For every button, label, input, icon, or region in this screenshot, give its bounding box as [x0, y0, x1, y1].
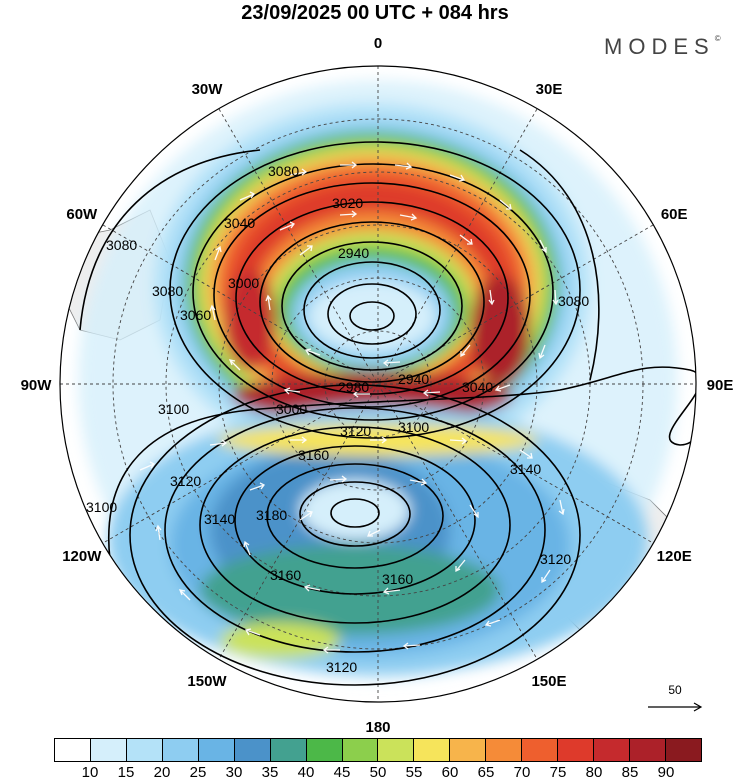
- lat-lon-grid: [60, 66, 696, 702]
- colorbar-label: 55: [405, 764, 423, 781]
- longitude-label: 90W: [21, 377, 53, 394]
- contour-label: 3000: [276, 401, 307, 417]
- modes-logo: MODES©: [604, 34, 721, 60]
- colorbar-label: 40: [297, 764, 315, 781]
- longitude-label: 60E: [661, 206, 688, 223]
- colorbar-swatch: [665, 739, 701, 761]
- longitude-label: 90E: [707, 377, 734, 394]
- colorbar-swatch: [270, 739, 307, 761]
- colorbar-label: 75: [549, 764, 567, 781]
- contour-label: 3080: [152, 283, 183, 299]
- longitude-label: 150W: [187, 673, 227, 690]
- logo-text: MODES: [604, 34, 715, 59]
- colorbar-label: 45: [333, 764, 351, 781]
- longitude-label: 30W: [192, 81, 224, 98]
- contour-label: 3140: [510, 461, 541, 477]
- contour-label: 3140: [204, 511, 235, 527]
- longitude-labels: 0 30E 60E 90E 120E 150E 180 150W 120W 90W 60W 30W: [21, 35, 734, 735]
- colorbar-label: 60: [441, 764, 459, 781]
- contour-label: 3080: [106, 237, 137, 253]
- contour-label: 3120: [170, 473, 201, 489]
- contour-label: 3000: [228, 275, 259, 291]
- colorbar-label: 25: [189, 764, 207, 781]
- colorbar-swatch: [234, 739, 271, 761]
- contour-label: 2940: [398, 371, 429, 387]
- contour-label: 3160: [270, 567, 301, 583]
- colorbar-label: 70: [513, 764, 531, 781]
- map-boundary: [59, 65, 697, 703]
- contour-label: 3020: [332, 195, 363, 211]
- longitude-label: 30E: [536, 81, 563, 98]
- wind-vectors: [139, 161, 565, 654]
- logo-mark: ©: [714, 34, 721, 43]
- colorbar-swatch: [558, 739, 595, 761]
- colorbar-swatch: [450, 739, 487, 761]
- colorbar-label: 50: [369, 764, 387, 781]
- colorbar-label: 85: [621, 764, 639, 781]
- contour-labels: 3080 3040 3020 2940 3000 2980 2940 3040 …: [86, 163, 589, 675]
- colorbar-label: 15: [117, 764, 135, 781]
- colorbar-label: 65: [477, 764, 495, 781]
- colorbar-swatch: [522, 739, 559, 761]
- colorbar-label: 90: [657, 764, 675, 781]
- colorbar-swatch: [594, 739, 630, 761]
- contour-label: 3100: [398, 419, 429, 435]
- colorbar-swatch: [126, 739, 163, 761]
- contour-label: 3120: [340, 423, 371, 439]
- polar-map: 3080 3040 3020 2940 3000 2980 2940 3040 …: [21, 35, 734, 735]
- colorbar-swatch: [378, 739, 415, 761]
- colorbar-swatch: [162, 739, 199, 761]
- colorbar-swatch: [90, 739, 127, 761]
- colorbar-label: 35: [261, 764, 279, 781]
- contour-label: 3160: [298, 447, 329, 463]
- longitude-label: 0: [374, 35, 382, 52]
- contour-label: 3040: [224, 215, 255, 231]
- colorbar-swatch: [306, 739, 343, 761]
- reference-vector: 50: [646, 683, 704, 723]
- contour-label: 3120: [326, 659, 357, 675]
- longitude-label: 150E: [531, 673, 566, 690]
- colorbar-label: 20: [153, 764, 171, 781]
- longitude-label: 60W: [66, 206, 98, 223]
- colorbar: [54, 738, 702, 762]
- contour-label: 3100: [158, 401, 189, 417]
- colorbar-label: 30: [225, 764, 243, 781]
- map-title: 23/09/2025 00 UTC + 084 hrs: [241, 2, 509, 24]
- colorbar-label: 10: [81, 764, 99, 781]
- longitude-label: 120E: [657, 548, 692, 565]
- colorbar-swatch: [198, 739, 235, 761]
- contour-label: 3120: [540, 551, 571, 567]
- contour-label: 3060: [180, 307, 211, 323]
- colorbar-swatch: [486, 739, 523, 761]
- longitude-label: 180: [365, 719, 390, 735]
- geopotential-contours: [79, 141, 696, 686]
- contour-label: 3080: [558, 293, 589, 309]
- colorbar-swatch: [630, 739, 666, 761]
- longitude-label: 120W: [62, 548, 102, 565]
- contour-label: 3160: [382, 571, 413, 587]
- colorbar-swatch: [342, 739, 379, 761]
- colorbar-swatch: [55, 739, 91, 761]
- reference-arrow-icon: [648, 702, 703, 712]
- contour-label: 3180: [256, 507, 287, 523]
- contour-label: 3040: [462, 379, 493, 395]
- colorbar-label: 80: [585, 764, 603, 781]
- colorbar-labels: 10 15 20 25 30 35 40 45 50 55 60 65 70 75 80 85 90: [0, 764, 750, 782]
- contour-label: 2940: [338, 245, 369, 261]
- contour-label: 2980: [338, 379, 369, 395]
- contour-label: 3080: [268, 163, 299, 179]
- colorbar-swatch: [414, 739, 451, 761]
- reference-vector-label: 50: [668, 683, 682, 697]
- contour-label: 3100: [86, 499, 117, 515]
